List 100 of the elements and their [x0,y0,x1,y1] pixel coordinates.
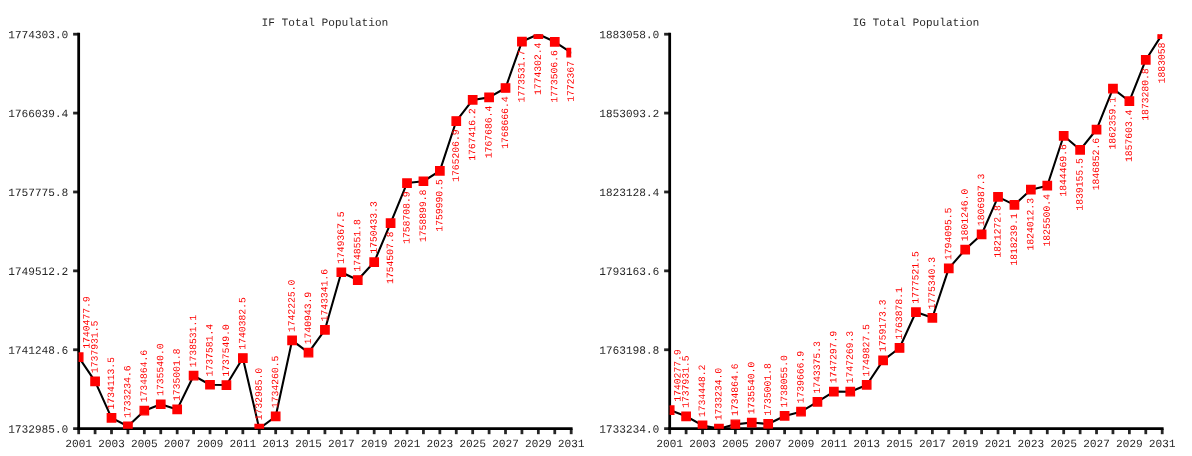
x-tick-label: 2021 [394,439,420,448]
data-label: 1737581.4 [206,324,213,376]
point [1140,55,1151,65]
point [681,411,691,422]
point [467,95,478,105]
data-label: 1794095.5 [944,208,952,260]
x-tick-label: 2003 [689,439,716,448]
data-label: 1732985.0 [255,368,262,420]
x-tick-label: 2005 [131,439,157,448]
data-label: 1767416.2 [468,108,476,161]
data-label: 1844469.6 [1059,144,1067,196]
point [188,370,199,381]
data-label: 1873280.8 [1141,68,1149,121]
point [172,404,183,415]
data-label: 1743375.3 [813,341,821,393]
point [402,178,412,188]
point [352,275,363,285]
data-label: 1777521.5 [911,251,919,304]
x-tick-label: 2007 [755,439,781,448]
y-tick-label: 1757775.8 [9,188,68,197]
y-tick-label: 1793163.6 [600,267,659,275]
data-label: 1739666.9 [797,351,804,403]
point [861,380,872,390]
data-label: 1821272.8 [994,205,1001,257]
point [1009,199,1020,210]
x-tick-label: 2013 [854,439,880,448]
y-tick-label: 1774303.0 [9,30,68,39]
x-tick-label: 2001 [657,439,683,448]
data-label: 1737549.0 [222,324,230,377]
data-label: 1824012.3 [1026,198,1034,250]
point [1042,180,1053,191]
data-label: 1825500.4 [1043,194,1050,246]
x-tick-label: 2015 [886,439,913,448]
point [894,343,905,353]
data-label: 1818239.1 [1010,213,1018,265]
data-label: 1862359.1 [1108,97,1116,149]
point [796,406,806,417]
data-label: 1748551.8 [353,219,361,271]
x-tick-label: 2017 [919,439,945,448]
data-label: 1754507.8 [386,232,394,284]
x-tick-label: 2019 [952,439,978,448]
data-label: 1839155.5 [1076,158,1083,210]
data-label: 1747297.9 [829,331,837,383]
data-label: 1737931.5 [682,356,689,408]
point [730,419,741,429]
point [369,257,380,267]
x-tick-label: 2003 [98,439,125,448]
point [845,386,856,397]
x-tick-label: 2017 [328,439,354,448]
point [270,411,281,422]
y-tick-label: 1766039.4 [9,109,68,118]
point [451,116,462,126]
point [385,218,396,229]
data-label: 1846852.6 [1092,138,1100,190]
x-tick-label: 2025 [460,439,486,448]
y-tick-label: 1741248.6 [9,346,68,354]
x-tick-label: 2005 [722,439,748,448]
data-label: 1734448.2 [698,365,706,417]
x-tick-label: 2019 [361,439,387,448]
x-tick-label: 2011 [821,439,847,448]
y-tick-label: 1749512.2 [9,267,68,275]
data-label: 1759990.5 [435,179,443,231]
x-tick-label: 2001 [66,439,92,448]
point [336,267,347,278]
point [484,92,494,103]
data-label: 1742225.0 [288,280,295,332]
x-tick-label: 2025 [1051,439,1077,448]
x-tick-label: 2027 [492,439,518,448]
data-label: 1883058 [1158,43,1165,83]
data-label: 1759173.3 [879,300,886,352]
data-label: 1734864.6 [731,364,738,416]
data-label: 1801246.0 [961,189,968,241]
data-label: 1758708.9 [403,192,410,244]
data-label: 1740477.9 [83,296,90,349]
x-tick-label: 2011 [230,439,256,448]
y-tick-label: 1763198.8 [600,346,659,354]
point [993,191,1003,202]
data-label: 1749827.5 [862,324,870,376]
point [287,335,297,346]
data-label: 1763878.1 [895,287,903,339]
point [960,244,971,255]
point [828,386,839,397]
chart-title: IF Total Population [262,17,388,29]
point [1108,83,1118,94]
data-label: 1740943.9 [304,292,312,344]
point [237,353,248,363]
data-label: 1733234.6 [123,366,131,418]
x-tick-label: 2029 [525,439,551,448]
x-tick-label: 2031 [1149,439,1175,448]
point [434,165,445,176]
point [1075,144,1085,155]
point [500,83,511,93]
data-label: 1772367 [567,61,574,102]
x-tick-label: 2027 [1083,439,1109,448]
point [106,413,117,423]
point [123,421,133,429]
data-label: 1857603.4 [1125,110,1132,162]
data-label: 1743341.6 [320,269,328,321]
data-label: 1749367.5 [337,212,344,264]
point [1026,184,1036,195]
